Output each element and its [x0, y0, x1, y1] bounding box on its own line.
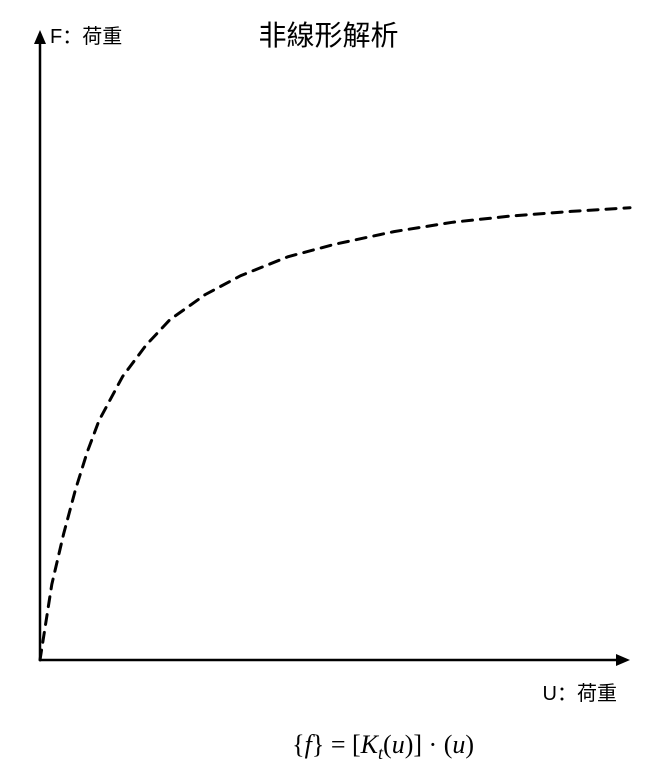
eq-lbracket: [	[352, 730, 361, 759]
eq-dot: ·	[422, 730, 444, 759]
eq-lparen2: (	[444, 730, 453, 759]
eq-rbracket: ]	[413, 730, 422, 759]
eq-u1: u	[392, 730, 405, 759]
equation: {f} = [Kt(u)] · (u)	[292, 730, 474, 764]
x-axis	[40, 654, 630, 666]
eq-rparen1: )	[405, 730, 414, 759]
eq-rbrace: }	[312, 730, 324, 759]
chart-svg	[30, 20, 640, 680]
x-axis-label: U：荷重	[543, 677, 617, 706]
nonlinear-curve	[40, 208, 630, 660]
eq-f: f	[305, 730, 312, 759]
eq-K: K	[361, 730, 378, 759]
eq-rparen2: )	[465, 730, 474, 759]
eq-eq: =	[324, 730, 352, 759]
eq-u2: u	[452, 730, 465, 759]
eq-lbrace: {	[292, 730, 304, 759]
eq-lparen1: (	[383, 730, 392, 759]
y-axis	[34, 30, 46, 660]
